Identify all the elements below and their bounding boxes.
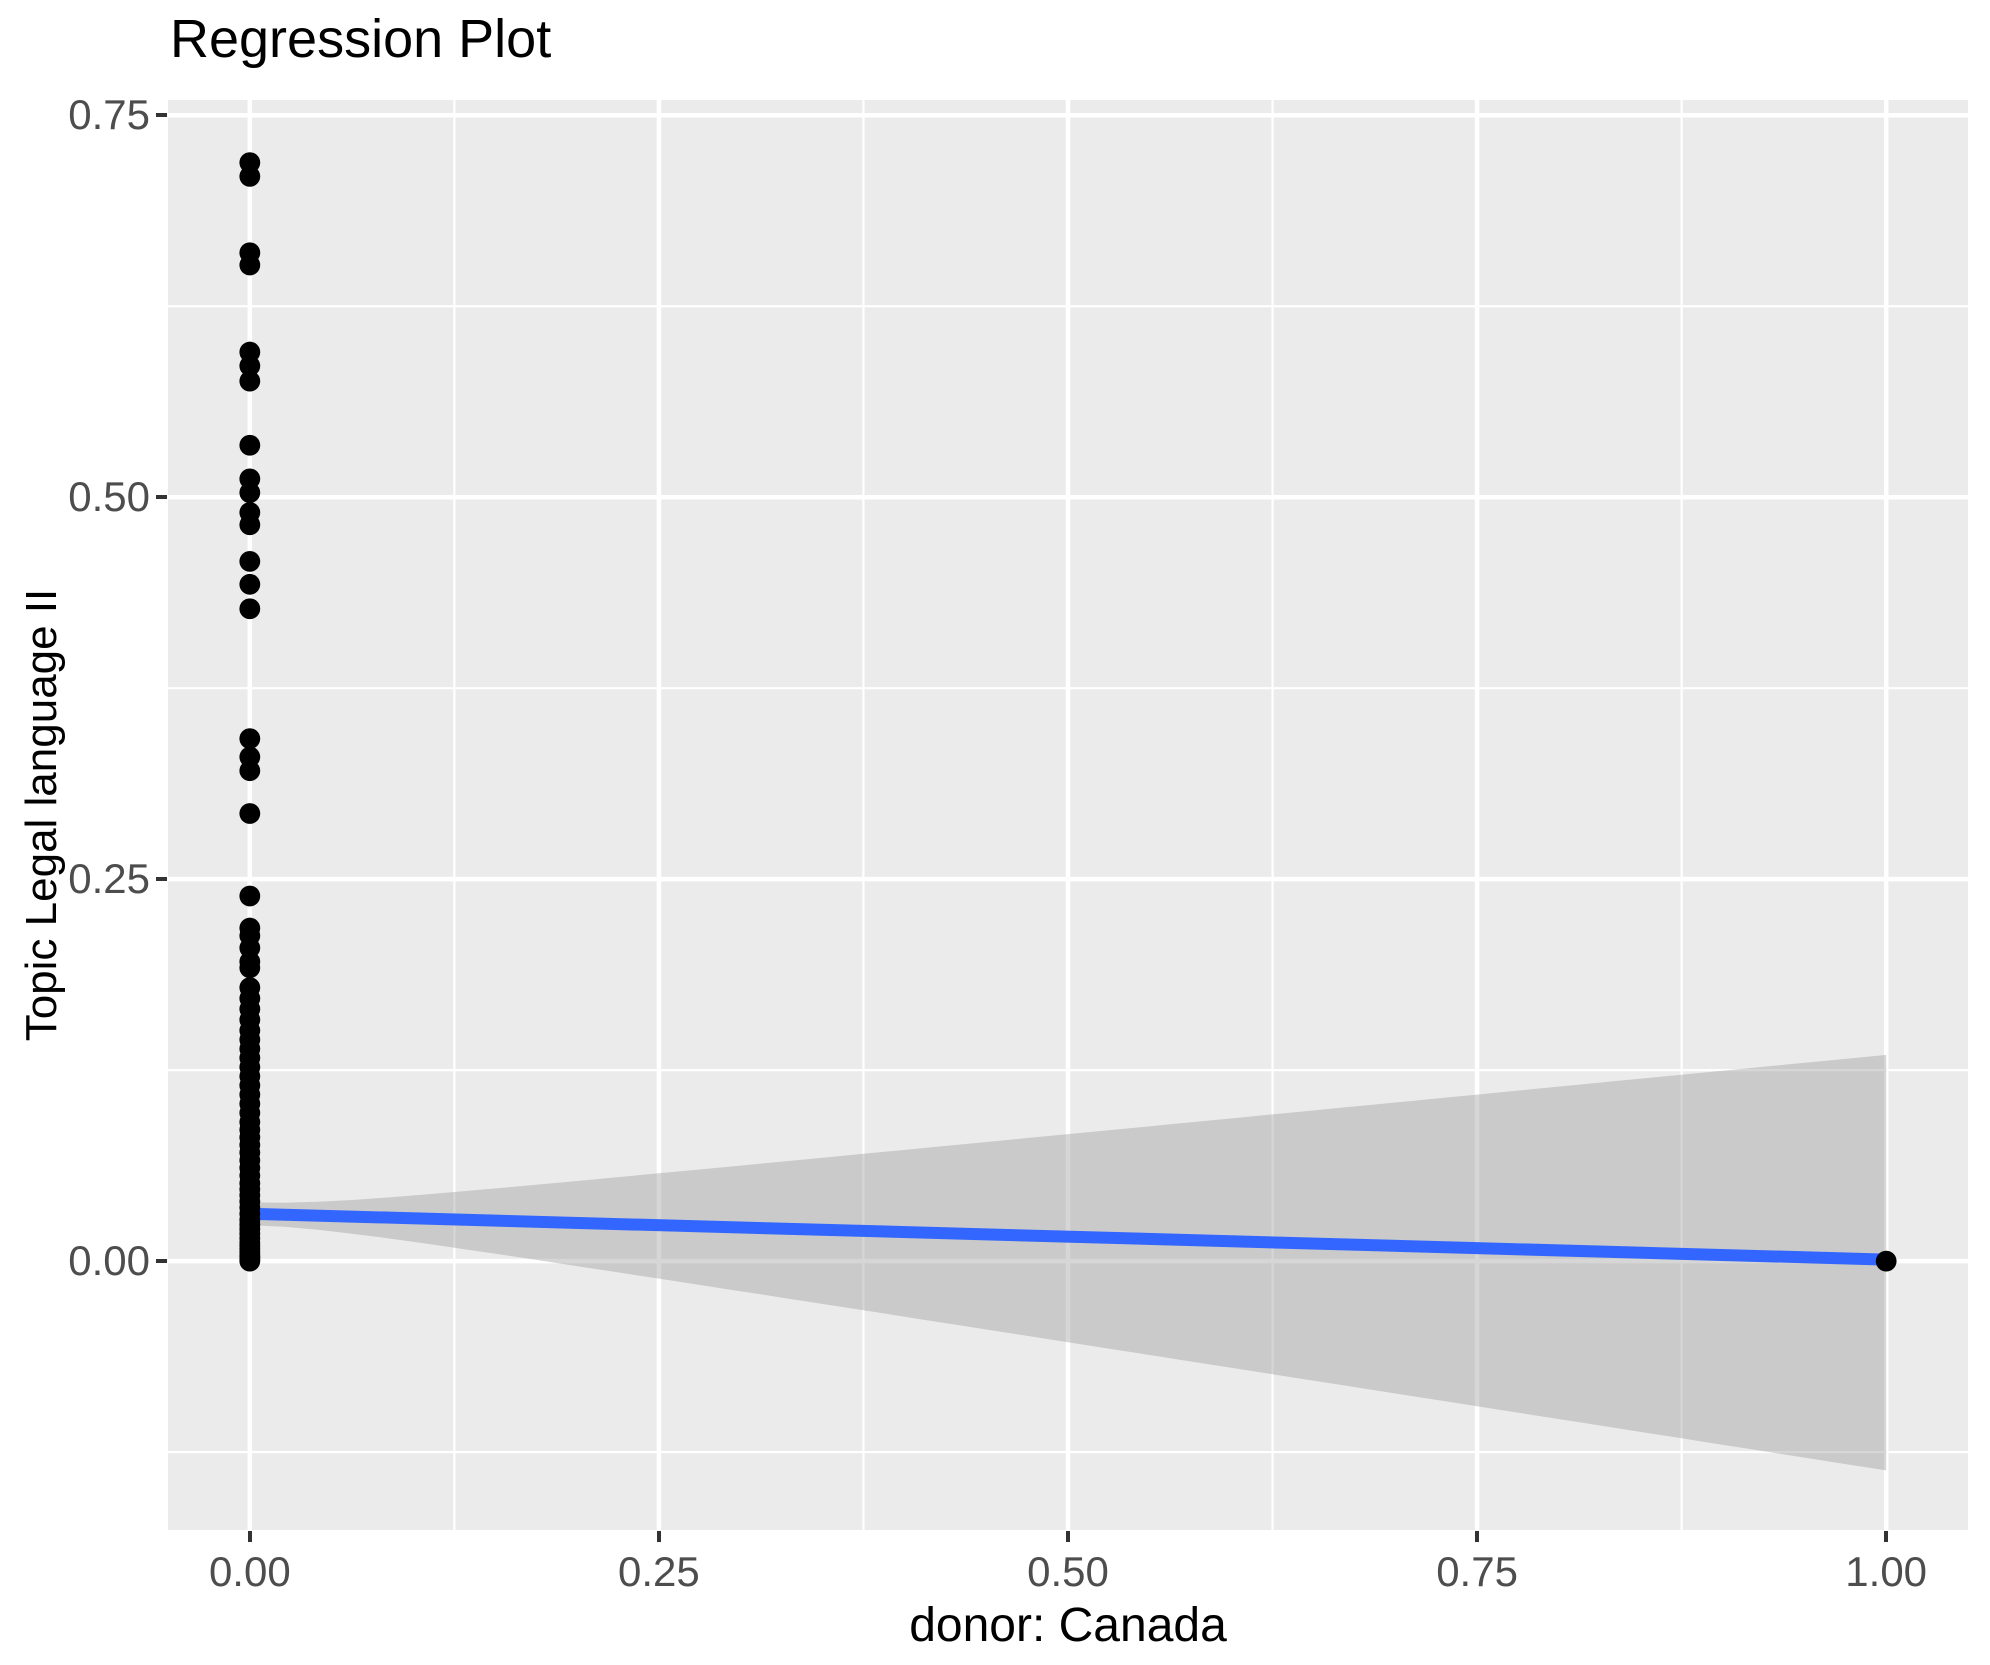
x-tick-mark [656,1531,661,1542]
data-point [239,803,261,824]
plot-panel [168,100,1968,1530]
x-tick-mark [1884,1531,1889,1542]
data-point [239,254,261,276]
data-point [239,514,261,536]
plot-title: Regression Plot [170,9,552,69]
y-tick-label: 0.00 [68,1237,150,1285]
y-tick-mark [156,495,167,500]
data-point [239,550,261,572]
data-point [239,370,261,392]
x-tick-label: 0.50 [1027,1548,1109,1595]
panel-canvas [168,100,1968,1530]
y-tick-mark [156,877,167,882]
data-point [239,573,261,595]
x-tick-label: 1.00 [1845,1548,1928,1595]
scatter-points [239,152,1897,1272]
data-point [239,355,261,377]
y-tick-label: 0.50 [68,473,150,521]
data-point [239,760,261,782]
regression-line-segment [249,1207,1887,1266]
data-point [239,1250,261,1272]
x-tick-mark [1475,1531,1480,1542]
y-tick-label: 0.25 [68,855,150,903]
y-tick-label: 0.75 [68,91,150,139]
y-tick-mark [156,113,167,118]
confidence-band-polygon [249,1054,1887,1471]
x-tick-label: 0.25 [618,1548,700,1595]
data-point [239,598,261,620]
major-gridlines [168,100,1968,1530]
data-point [239,728,261,750]
data-point [239,885,261,907]
confidence-band [249,1054,1887,1471]
x-tick-label: 0.75 [1436,1548,1518,1595]
y-axis-title: Topic Legal language II [17,588,66,1042]
x-tick-label: 0.00 [208,1548,291,1595]
x-tick-mark [247,1531,252,1542]
data-point [239,957,261,979]
x-axis-title: donor: Canada [909,1599,1227,1652]
data-point [239,482,261,504]
data-point [239,434,261,456]
y-tick-mark [156,1259,167,1264]
data-point [239,165,261,187]
data-point [1875,1250,1897,1272]
x-tick-mark [1066,1531,1070,1542]
regression-line [249,1207,1887,1266]
